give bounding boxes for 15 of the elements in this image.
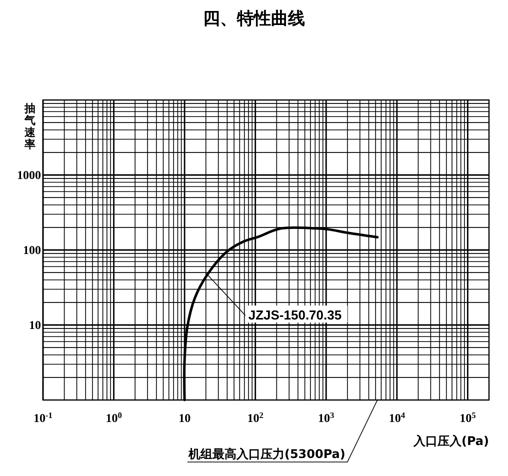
x-tick-label: 10$^{3}$ — [318, 410, 334, 425]
y-axis-title: 抽气速率 — [24, 102, 36, 151]
y-tick-label: 100 — [23, 243, 41, 257]
y-tick-label: 10 — [29, 318, 41, 332]
x-tick-label: 10 — [178, 411, 191, 425]
y-tick-label: 1000 — [17, 168, 41, 182]
text: JZJS-150.70.35 — [248, 308, 342, 323]
text: 机组最高入口压力(5300Pa) — [187, 447, 346, 461]
x-tick-label: 10$^{5}$ — [460, 410, 476, 425]
chart-title: 四、特性曲线 — [203, 9, 305, 29]
x-tick-label: 10$^{-1}$ — [34, 410, 52, 425]
x-tick-label: 10$^{2}$ — [247, 410, 264, 425]
x-tick-label: 10$^{4}$ — [388, 410, 406, 425]
x-axis-title: 入口压入(Pa) — [412, 434, 489, 448]
x-tick-label: 10$^{0}$ — [106, 410, 122, 425]
